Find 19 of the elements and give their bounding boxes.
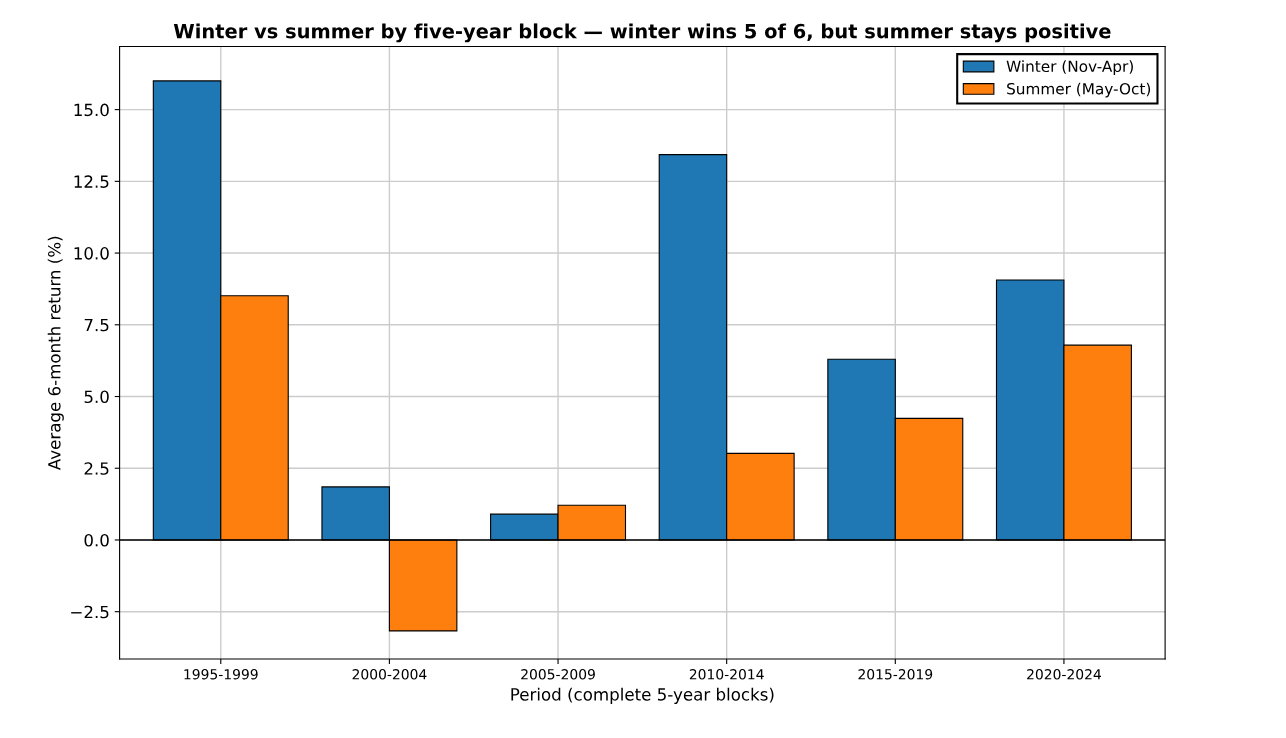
x-tick-label: 2000-2004 (352, 669, 427, 680)
x-tick-label: 2015-2019 (858, 669, 933, 680)
chart-title: Winter vs summer by five-year block — winter wins 5 of 6, but summer stays positive (173, 23, 1111, 43)
x-tick-label: 2005-2009 (521, 669, 595, 680)
x-axis-title: Period (complete 5-year blocks) (511, 687, 774, 704)
x-tick-label: 1995-1999 (184, 669, 258, 680)
y-tick-label: 2.5 (84, 462, 109, 475)
legend-label: Summer (May-Oct) (1007, 82, 1151, 98)
y-axis-title: Average 6-month return (%) (47, 236, 64, 471)
y-tick-label: 10.0 (74, 247, 109, 260)
y-tick-label: 5.0 (84, 390, 109, 404)
y-tick-label: 12.5 (74, 175, 109, 188)
y-tick-label: 0.0 (84, 533, 109, 547)
y-tick-label: 7.5 (84, 318, 109, 332)
x-tick-label: 2010-2014 (689, 669, 764, 680)
y-tick-label: 15.0 (74, 103, 109, 117)
x-tick-label: 2020-2024 (1027, 669, 1102, 680)
legend-label: Winter (Nov-Apr) (1006, 60, 1133, 76)
y-tick-label: −2.5 (71, 605, 109, 619)
